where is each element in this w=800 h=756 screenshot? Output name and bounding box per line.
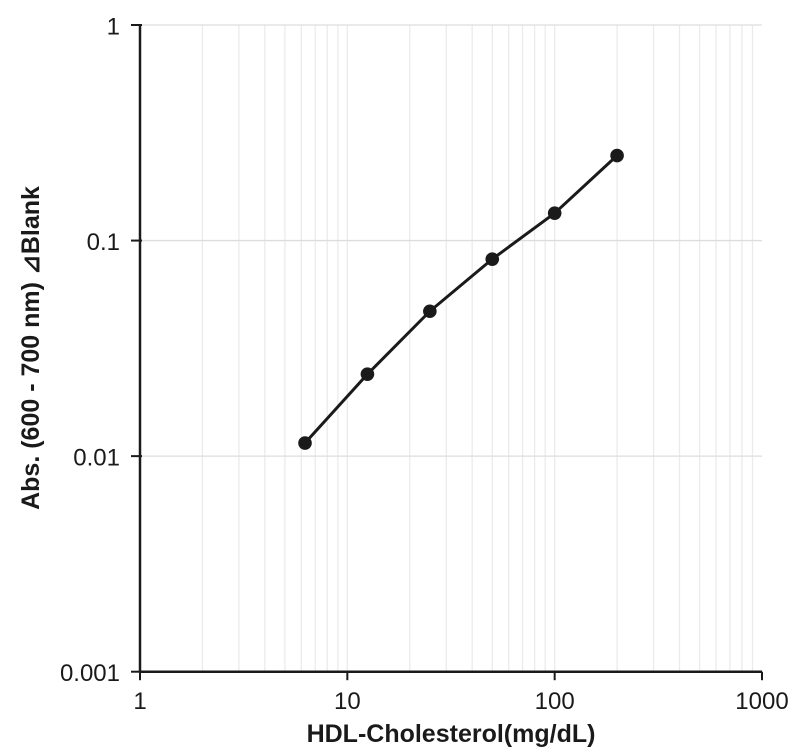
data-point (298, 436, 312, 450)
data-point (485, 252, 500, 266)
data-series (298, 148, 624, 450)
y-axis-title: Abs. (600 - 700 nm) ⊿Blank (17, 186, 45, 510)
y-tick-label: 0.01 (73, 445, 120, 472)
y-tick-label: 0.1 (87, 229, 120, 256)
series-line (303, 154, 619, 445)
data-point (547, 206, 562, 220)
x-tick-label: 1 (133, 688, 146, 715)
x-tick-label: 1000 (735, 688, 788, 715)
data-point (360, 367, 375, 381)
gridlines (140, 24, 762, 672)
axes (131, 24, 763, 681)
y-tick-label: 1 (107, 14, 120, 41)
x-axis-title: HDL-Cholesterol(mg/dL) (307, 720, 596, 748)
x-tick-label: 100 (535, 688, 575, 715)
tick-labels: 1 10 100 1000 1 0.1 0.01 0.001 (60, 14, 789, 716)
x-tick-label: 10 (334, 688, 361, 715)
y-tick-label: 0.001 (60, 660, 120, 687)
data-point (423, 304, 437, 319)
data-point (610, 148, 624, 163)
